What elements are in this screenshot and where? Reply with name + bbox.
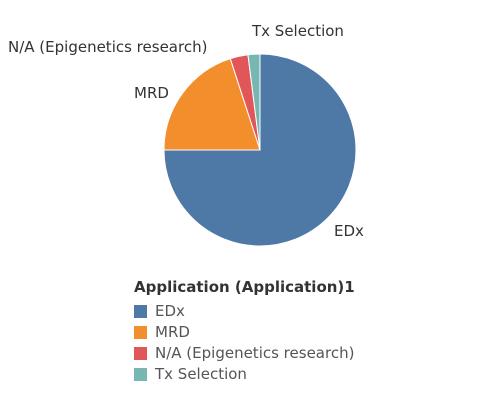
pie-label-mrd: MRD bbox=[134, 84, 169, 102]
pie-label-tx-selection: Tx Selection bbox=[251, 22, 344, 40]
pie-slice-mrd[interactable] bbox=[163, 58, 261, 151]
legend-item-edx[interactable]: EDx bbox=[134, 301, 355, 321]
pie-label-n-a-epigenetics-research: N/A (Epigenetics research) bbox=[8, 38, 207, 56]
legend-item-mrd[interactable]: MRD bbox=[134, 322, 355, 342]
pie-slices bbox=[163, 53, 357, 247]
legend-label-tx-selection: Tx Selection bbox=[155, 365, 247, 383]
pie-label-edx: EDx bbox=[334, 222, 364, 240]
pie-slice-edx[interactable] bbox=[163, 53, 357, 247]
legend-label-epigenetics: N/A (Epigenetics research) bbox=[155, 344, 355, 362]
legend-swatch-tx-selection bbox=[134, 367, 147, 381]
legend-swatch-edx bbox=[134, 304, 147, 318]
legend-label-edx: EDx bbox=[155, 302, 185, 320]
legend-item-epigenetics[interactable]: N/A (Epigenetics research) bbox=[134, 343, 355, 363]
legend-swatch-epigenetics bbox=[134, 346, 147, 360]
pie-chart: EDx MRD N/A (Epigenetics research) Tx Selec… bbox=[8, 22, 364, 247]
legend-title: Application (Application)1 bbox=[134, 278, 355, 296]
legend-label-mrd: MRD bbox=[155, 323, 190, 341]
legend: Application (Application)1 EDx MRD N/A (… bbox=[134, 278, 355, 385]
legend-swatch-mrd bbox=[134, 325, 147, 339]
pie-slice-tx-selection[interactable] bbox=[247, 53, 261, 151]
legend-item-tx-selection[interactable]: Tx Selection bbox=[134, 364, 355, 384]
pie-labels: EDx MRD N/A (Epigenetics research) Tx Selec… bbox=[8, 22, 364, 240]
